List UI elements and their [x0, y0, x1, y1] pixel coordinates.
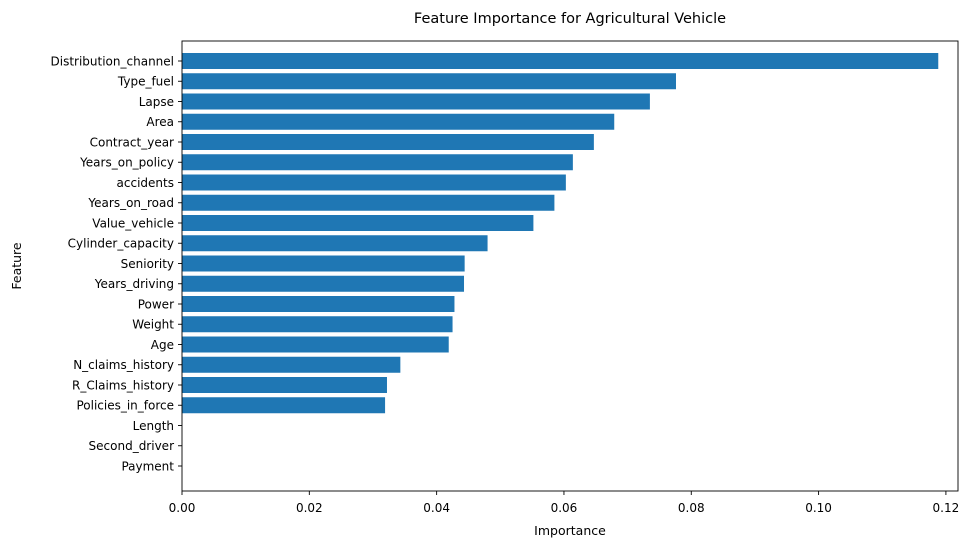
x-axis-ticks: 0.00 0.02 0.04 0.06 0.08 0.10 0.12: [169, 491, 960, 515]
y-tick-label: Power: [138, 297, 174, 311]
y-tick-label: Value_vehicle: [92, 216, 174, 230]
bar: [182, 336, 449, 353]
y-tick-label: Distribution_channel: [51, 54, 175, 68]
x-tick-label: 0.00: [169, 501, 196, 515]
bar: [182, 275, 465, 292]
bar: [182, 134, 594, 150]
y-tick-label: R_Claims_history: [72, 378, 174, 392]
plot-frame: [181, 40, 959, 492]
bar: [182, 255, 465, 272]
x-tick-label: 0.06: [551, 501, 578, 515]
chart-title: Feature Importance for Agricultural Vehi…: [414, 11, 726, 27]
y-tick-label: Type_fuel: [117, 75, 174, 89]
bar: [182, 113, 615, 130]
y-tick-label: Length: [133, 419, 174, 433]
bar: [182, 154, 573, 171]
y-tick-label: Years_on_road: [87, 196, 174, 210]
y-axis-ticks: Distribution_channel Type_fuel Lapse Area Co…: [51, 54, 182, 473]
bar: [182, 53, 939, 69]
bar: [182, 235, 488, 252]
y-tick-label: accidents: [117, 176, 174, 190]
x-tick-label: 0.02: [296, 501, 323, 515]
y-tick-label: Lapse: [139, 95, 174, 109]
bar: [182, 296, 455, 312]
y-tick-label: Cylinder_capacity: [68, 237, 174, 251]
bar: [182, 397, 386, 414]
x-axis-label: Importance: [534, 523, 606, 538]
y-tick-label: Payment: [121, 459, 174, 473]
bar: [182, 215, 534, 231]
bar: [182, 377, 387, 393]
y-tick-label: Age: [151, 338, 174, 352]
x-tick-label: 0.04: [423, 501, 450, 515]
bar: [182, 356, 401, 373]
y-tick-label: Years_driving: [94, 277, 174, 291]
y-tick-label: Seniority: [121, 257, 174, 271]
bar: [182, 316, 453, 333]
y-axis-label: Feature: [9, 242, 24, 290]
y-tick-label: Weight: [132, 318, 174, 332]
bar: [182, 93, 650, 110]
y-tick-label: N_claims_history: [73, 358, 174, 372]
bar: [182, 194, 555, 211]
y-tick-label: Years_on_policy: [79, 156, 174, 170]
y-tick-label: Contract_year: [90, 135, 174, 149]
y-tick-label: Policies_in_force: [76, 399, 174, 413]
x-tick-label: 0.10: [805, 501, 832, 515]
y-tick-label: Second_driver: [89, 439, 175, 453]
y-tick-label: Area: [146, 115, 174, 129]
x-tick-label: 0.12: [933, 501, 960, 515]
bar: [182, 174, 566, 191]
bar: [182, 73, 676, 90]
x-tick-label: 0.08: [678, 501, 705, 515]
bars-group: [182, 53, 939, 414]
